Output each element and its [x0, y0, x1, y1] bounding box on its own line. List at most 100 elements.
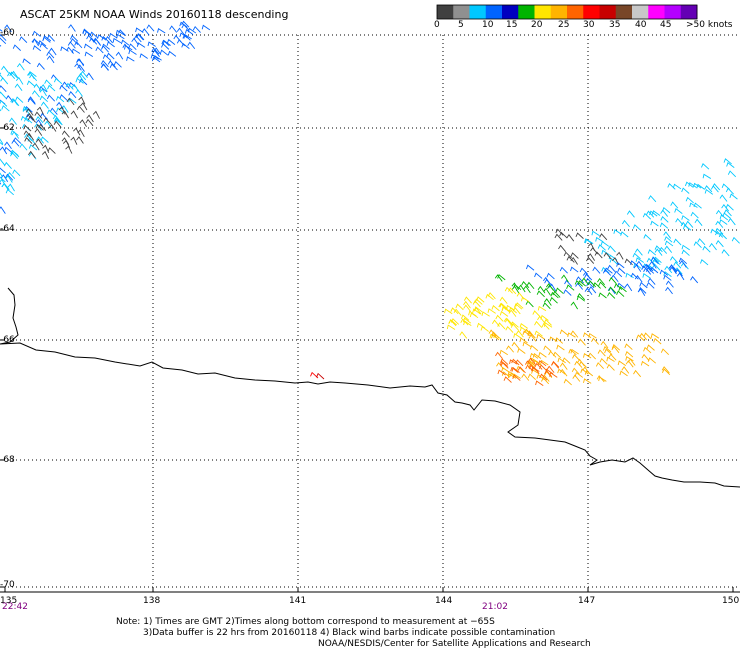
wind-barb	[551, 361, 560, 369]
wind-barb	[52, 114, 61, 123]
wind-barb	[653, 337, 662, 345]
wind-barb	[528, 334, 537, 342]
wind-barb	[613, 229, 622, 235]
colorbar-swatch	[680, 5, 698, 19]
colorbar-frame	[436, 4, 698, 20]
wind-barb	[592, 266, 601, 274]
wind-barb	[586, 256, 595, 264]
wind-barb	[53, 120, 62, 128]
wind-barb	[673, 238, 682, 246]
wind-barb	[600, 240, 610, 247]
wind-barb	[619, 370, 628, 377]
wind-barb	[557, 368, 566, 375]
wind-barb	[316, 372, 325, 380]
wind-barb	[702, 245, 711, 253]
wind-barb	[586, 281, 595, 289]
wind-barb	[116, 33, 125, 40]
wind-barb	[721, 249, 730, 257]
wind-barb	[672, 183, 682, 190]
wind-barb	[48, 47, 57, 56]
wind-barb	[704, 188, 714, 195]
wind-barb	[681, 249, 690, 256]
wind-barb	[73, 127, 81, 136]
wind-barb	[47, 84, 56, 92]
wind-barb	[608, 277, 617, 285]
wind-barb	[126, 56, 135, 62]
wind-barb	[491, 319, 500, 327]
wind-barb	[649, 266, 659, 274]
lon-label: 135	[0, 596, 18, 606]
wind-barb	[616, 251, 624, 260]
wind-barb	[663, 274, 672, 281]
wind-barb	[135, 27, 144, 33]
wind-barb	[453, 308, 462, 316]
wind-barb	[549, 296, 558, 304]
wind-barb	[0, 141, 4, 146]
wind-barb	[719, 194, 728, 202]
wind-barb	[92, 110, 101, 119]
wind-barb	[5, 174, 13, 183]
wind-barb	[27, 96, 36, 104]
wind-barb	[660, 348, 670, 356]
wind-barb	[15, 76, 24, 85]
wind-barb	[7, 71, 16, 79]
wind-barb	[543, 287, 551, 296]
wind-barb	[572, 354, 581, 361]
wind-barb	[570, 252, 579, 259]
wind-barb	[534, 330, 543, 337]
wind-barb	[704, 185, 713, 193]
wind-barb	[499, 296, 508, 304]
wind-barb	[694, 218, 703, 226]
coastline	[0, 287, 740, 488]
wind-barb	[509, 359, 518, 365]
wind-barb	[496, 362, 504, 370]
wind-barb	[688, 182, 697, 188]
wind-barb	[28, 71, 37, 77]
wind-barb	[544, 298, 552, 306]
wind-barb	[75, 77, 84, 84]
wind-barb	[523, 285, 531, 294]
wind-barb	[511, 358, 520, 366]
wind-barb	[0, 72, 2, 75]
wind-barb	[664, 265, 673, 274]
wind-barb	[584, 238, 593, 245]
wind-barb	[559, 266, 568, 274]
wind-barb	[587, 352, 597, 360]
wind-barb	[715, 240, 724, 248]
wind-barb	[537, 285, 546, 294]
wind-barb	[649, 260, 657, 269]
colorbar-label: >50 knots	[686, 20, 733, 30]
wind-barb	[543, 322, 553, 328]
wind-barb	[651, 210, 661, 216]
wind-barb	[1, 182, 9, 191]
wind-barb	[669, 256, 679, 264]
wind-barb	[512, 374, 521, 381]
wind-barb	[55, 95, 65, 103]
colorbar	[436, 4, 698, 20]
wind-barb	[450, 318, 460, 325]
wind-barb	[674, 267, 683, 275]
wind-barb	[588, 286, 597, 294]
wind-barb	[508, 309, 517, 317]
wind-barb	[598, 376, 607, 382]
wind-barb	[558, 244, 567, 252]
wind-barb	[497, 274, 506, 281]
wind-barb	[499, 360, 509, 367]
wind-barb	[541, 374, 550, 382]
wind-barb	[591, 230, 600, 237]
wind-barb	[120, 39, 130, 46]
wind-barb	[39, 88, 47, 97]
wind-barb	[448, 318, 457, 326]
wind-barb	[5, 173, 14, 181]
wind-barb	[504, 286, 513, 294]
wind-barb	[450, 307, 459, 315]
wind-barb	[635, 257, 644, 263]
wind-barb	[115, 29, 125, 36]
wind-barb	[136, 42, 146, 48]
wind-barb	[536, 290, 545, 298]
colorbar-label: 25	[558, 20, 570, 30]
wind-barb	[128, 43, 137, 51]
wind-barb	[108, 32, 118, 39]
wind-barb	[522, 341, 531, 348]
